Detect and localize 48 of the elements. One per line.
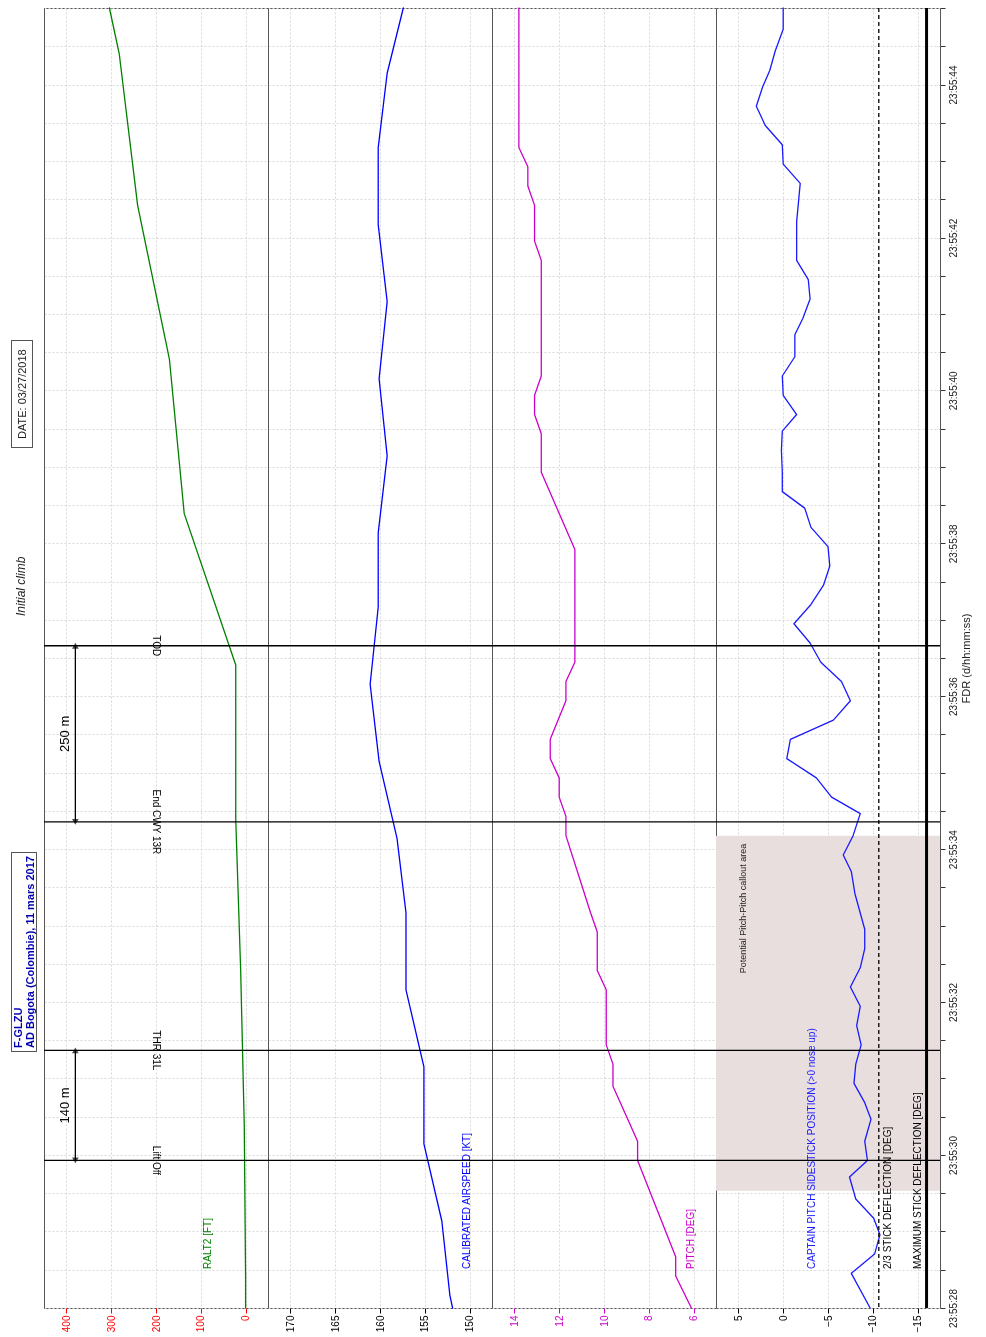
x-tick-label: 300 xyxy=(105,1315,117,1333)
band-label: Potential Pitch-Pitch callout area xyxy=(737,843,748,974)
ref-line-label: THR 31L xyxy=(151,1030,162,1071)
x-tick-label: 5 xyxy=(732,1315,744,1322)
x-tick-label: 155 xyxy=(419,1315,431,1333)
y-tick-label: 23:55:34 xyxy=(947,829,959,870)
y-tick-label: 23:55:36 xyxy=(947,676,959,717)
x-tick-label: 160 xyxy=(374,1315,386,1333)
ref-line-label: 2/3 STICK DEFLECTION [DEG] xyxy=(881,1126,893,1269)
x-tick-label: 400 xyxy=(60,1315,72,1333)
x-tick-label: 170 xyxy=(284,1315,296,1333)
ref-line-label: MAXIMUM STICK DEFLECTION [DEG] xyxy=(911,1092,923,1269)
line-series xyxy=(755,7,881,1309)
x-tick-label: 12 xyxy=(553,1315,565,1327)
x-tick-label: −10 xyxy=(867,1315,879,1333)
ref-line-label: End CWY 13R xyxy=(151,789,162,855)
y-tick-label: 23:55:28 xyxy=(947,1288,959,1328)
text: CALIBRATED AIRSPEED [KT] xyxy=(461,1132,473,1269)
y-tick-label: 23:55:38 xyxy=(947,523,959,564)
text: DATE: 03/27/2018 xyxy=(11,340,33,448)
text: F-GLZU xyxy=(12,1006,24,1048)
x-tick-label: 200 xyxy=(150,1315,162,1333)
ref-line-label: TOD xyxy=(151,635,162,657)
x-tick-label: −15 xyxy=(912,1315,924,1333)
annotation: 140 m xyxy=(57,1087,73,1124)
text: PITCH [DEG] xyxy=(685,1208,697,1269)
x-tick-label: 100 xyxy=(195,1315,207,1333)
x-tick-label: 165 xyxy=(329,1315,341,1333)
x-tick-label: −5 xyxy=(822,1315,834,1327)
y-tick-label: 23:55:40 xyxy=(947,370,959,411)
text: RALT2 [FT] xyxy=(201,1217,213,1269)
x-tick-label: 0 xyxy=(240,1315,252,1322)
ref-line-label: Lift Off xyxy=(151,1145,162,1176)
x-tick-label: 0 xyxy=(777,1315,789,1322)
annotation: 250 m xyxy=(57,715,73,752)
y-axis-title: FDR (d/hh:mm:ss) xyxy=(959,613,972,704)
x-tick-label: 14 xyxy=(508,1315,520,1327)
text: CAPTAIN PITCH SIDESTICK POSITION (>0 nose up) xyxy=(806,1028,818,1269)
y-tick-label: 23:55:32 xyxy=(947,982,959,1022)
x-tick-label: 8 xyxy=(643,1315,655,1322)
x-tick-label: 10 xyxy=(598,1315,610,1327)
text: AD Bogota (Colombie), 11 mars 2017 xyxy=(24,856,36,1048)
y-tick-label: 23:55:30 xyxy=(947,1135,959,1175)
y-tick-label: 23:55:44 xyxy=(947,65,959,105)
y-tick-label: 23:55:42 xyxy=(947,218,959,258)
text: Initial climb xyxy=(14,556,28,616)
x-tick-label: 6 xyxy=(688,1315,700,1322)
x-tick-label: 150 xyxy=(464,1315,476,1333)
